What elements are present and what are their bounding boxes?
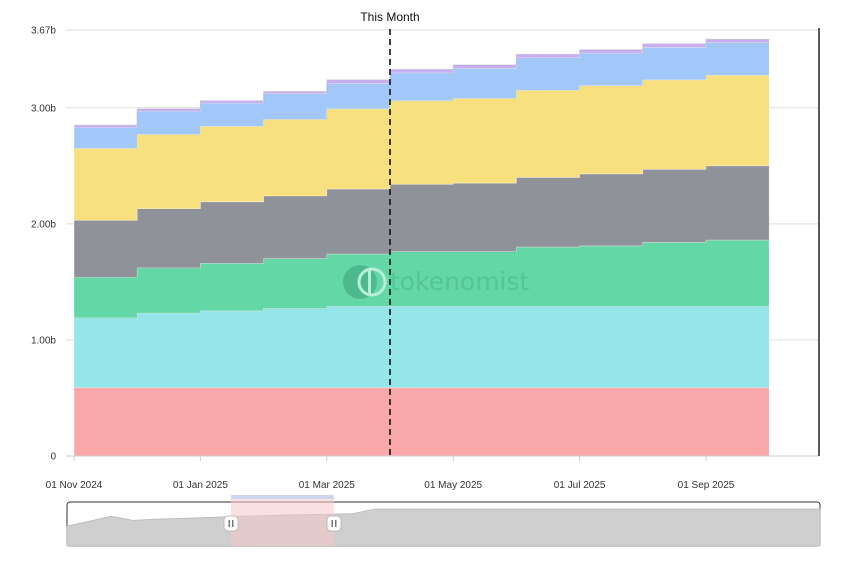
series-area-1 (73, 387, 770, 457)
y-tick-label: 1.00b (31, 335, 56, 346)
stacked-area-series (73, 38, 770, 457)
y-tick-label: 3.00b (31, 103, 56, 114)
x-axis-ticks: 01 Nov 2024 01 Jan 2025 01 Mar 2025 01 May … (46, 456, 735, 491)
y-tick-label: 3.67b (31, 26, 56, 37)
watermark-text: tokenomist (390, 267, 530, 296)
series-area-7 (73, 38, 770, 128)
navigator-right-handle[interactable] (326, 515, 342, 532)
this-month-marker: This Month (360, 10, 420, 456)
navigator-left-handle[interactable] (223, 515, 239, 532)
x-tick-label: 01 Jul 2025 (554, 480, 606, 491)
y-tick-label: 2.00b (31, 219, 56, 230)
this-month-label: This Month (360, 10, 419, 24)
navigator-selection-top-bar (231, 495, 334, 499)
x-tick-label: 01 May 2025 (424, 480, 482, 491)
series-area-2 (73, 305, 770, 388)
x-tick-label: 01 Mar 2025 (299, 480, 356, 491)
navigator-selected-range[interactable] (231, 495, 334, 546)
range-navigator[interactable] (66, 495, 821, 547)
series-edge-7 (74, 38, 770, 126)
y-tick-label: 0 (50, 452, 56, 463)
tokenomist-logo-icon (343, 265, 387, 299)
x-tick-label: 01 Nov 2024 (46, 480, 103, 491)
y-axis-ticks: 0 1.00b 2.00b 3.00b 3.67b (31, 26, 56, 463)
axes (66, 28, 820, 457)
x-tick-label: 01 Jan 2025 (173, 480, 228, 491)
x-tick-label: 01 Sep 2025 (678, 480, 735, 491)
tokenomist-watermark: tokenomist (343, 265, 530, 299)
